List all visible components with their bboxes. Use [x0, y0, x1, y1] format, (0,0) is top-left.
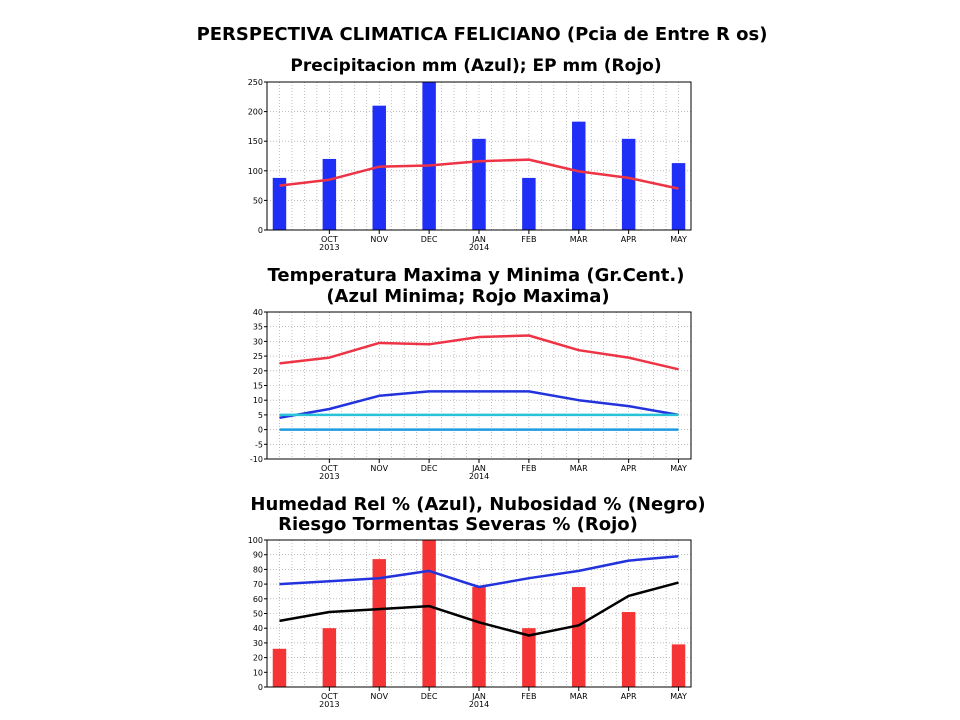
- panel2-subtitle: (Azul Minima; Rojo Maxima): [326, 286, 609, 307]
- p3-x-tick-label: FEB: [521, 692, 536, 701]
- p2-x-tick-label: MAY: [670, 464, 687, 473]
- p1-y-tick-label: 150: [248, 137, 263, 146]
- p1-x-tick-label: DEC: [421, 235, 438, 244]
- p3-x-tick-year: 2013: [319, 700, 339, 709]
- p1-x-tick-label: MAY: [670, 235, 687, 244]
- p1-bar: [472, 138, 486, 230]
- p2-series-line-0: [279, 334, 679, 371]
- p3-y-tick-label: 90: [253, 551, 263, 560]
- p2-x-tick-label: NOV: [370, 464, 388, 473]
- p2-y-tick-label: -5: [255, 440, 263, 449]
- p1-y-tick-label: 0: [258, 226, 263, 235]
- p3-y-tick-label: 20: [253, 654, 263, 663]
- p1-x-tick-label: FEB: [521, 235, 536, 244]
- p2-x-tick-label: APR: [621, 464, 637, 473]
- panel2-title: Temperatura Maxima y Minima (Gr.Cent.): [268, 265, 685, 286]
- p1-bar: [322, 158, 337, 230]
- p3-x-tick-label: MAY: [670, 692, 687, 701]
- p2-x-tick-label: FEB: [521, 464, 536, 473]
- panel3-title: Humedad Rel % (Azul), Nubosidad % (Negro…: [250, 494, 705, 515]
- p2-x-tick-year: 2014: [469, 472, 489, 481]
- p3-y-tick-label: 100: [248, 536, 263, 545]
- p3-bar: [671, 644, 686, 687]
- p1-bar: [522, 177, 536, 230]
- p3-x-tick-year: 2014: [469, 700, 489, 709]
- p2-y-tick-label: 35: [253, 323, 263, 332]
- p1-x-tick-label: OCT: [321, 235, 338, 244]
- p2-y-tick-label: 0: [258, 426, 263, 435]
- p2-y-tick-label: 40: [253, 308, 263, 317]
- p3-x-tick-label: MAR: [570, 692, 588, 701]
- panel3-subtitle: Riesgo Tormentas Severas % (Rojo): [278, 514, 638, 535]
- p3-x-tick-label: JAN: [471, 692, 486, 701]
- page-title: PERSPECTIVA CLIMATICA FELICIANO (Pcia de…: [197, 24, 768, 45]
- p1-series-line-0: [279, 158, 679, 190]
- p2-x-tick-label: JAN: [471, 464, 486, 473]
- p3-bar: [422, 540, 436, 687]
- p2-x-tick-label: OCT: [321, 464, 338, 473]
- p3-y-tick-label: 80: [253, 565, 263, 574]
- p3-bar: [572, 587, 586, 687]
- p2-y-tick-label: 25: [253, 352, 263, 361]
- p2-y-tick-label: 20: [253, 367, 263, 376]
- p1-x-tick-year: 2013: [319, 243, 339, 252]
- p3-x-tick-label: APR: [621, 692, 637, 701]
- p1-y-tick-label: 200: [248, 108, 263, 117]
- p3-bar: [322, 628, 337, 687]
- p1-bar: [572, 121, 586, 230]
- p1-bar: [671, 163, 686, 230]
- p1-bar: [422, 82, 436, 230]
- p3-bar: [272, 648, 287, 687]
- p3-y-tick-label: 60: [253, 595, 263, 604]
- p2-x-tick-year: 2013: [319, 472, 339, 481]
- p3-y-tick-label: 30: [253, 639, 263, 648]
- p1-bar: [272, 177, 287, 230]
- p1-x-tick-label: NOV: [370, 235, 388, 244]
- p3-y-tick-label: 10: [253, 668, 263, 677]
- p3-y-tick-label: 70: [253, 580, 263, 589]
- p2-x-tick-label: DEC: [421, 464, 438, 473]
- p3-bar: [472, 587, 486, 687]
- panel1-title: Precipitacion mm (Azul); EP mm (Rojo): [290, 56, 661, 76]
- p2-y-tick-label: 30: [253, 337, 263, 346]
- p3-series-line-0: [279, 554, 679, 589]
- p3-x-tick-label: OCT: [321, 692, 338, 701]
- p2-y-tick-label: -10: [250, 455, 263, 464]
- p3-y-tick-label: 50: [253, 610, 263, 619]
- p3-x-tick-label: NOV: [370, 692, 388, 701]
- p1-y-tick-label: 100: [248, 167, 263, 176]
- p2-y-tick-label: 10: [253, 396, 263, 405]
- p3-y-tick-label: 0: [258, 683, 263, 692]
- p2-y-tick-label: 15: [253, 382, 263, 391]
- p2-y-tick-label: 5: [258, 411, 263, 420]
- p1-x-tick-label: JAN: [471, 235, 486, 244]
- p3-bar: [372, 559, 386, 687]
- p3-bar: [522, 628, 536, 687]
- p1-y-tick-label: 50: [253, 196, 263, 205]
- p3-y-tick-label: 40: [253, 624, 263, 633]
- p2-x-tick-label: MAR: [570, 464, 588, 473]
- p3-x-tick-label: DEC: [421, 692, 438, 701]
- p1-x-tick-label: MAR: [570, 235, 588, 244]
- p3-series-line-1: [279, 581, 679, 637]
- p1-y-tick-label: 250: [248, 78, 263, 87]
- p1-x-tick-label: APR: [621, 235, 637, 244]
- p1-x-tick-year: 2014: [469, 243, 489, 252]
- p2-series-line-1: [279, 390, 679, 420]
- p3-bar: [621, 612, 636, 687]
- p1-bar: [621, 138, 636, 230]
